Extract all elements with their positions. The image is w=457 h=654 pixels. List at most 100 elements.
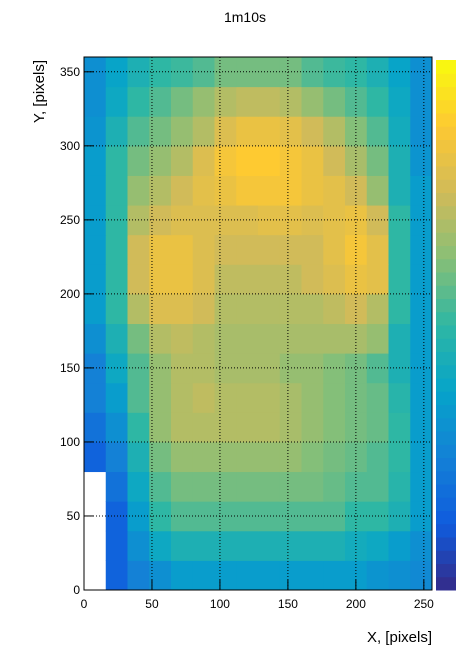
heat-cell xyxy=(410,205,433,236)
heat-cell xyxy=(388,323,411,354)
heat-cell xyxy=(323,501,346,532)
colorbar-band xyxy=(436,523,456,538)
heat-cell xyxy=(366,530,389,561)
heat-cell xyxy=(410,323,433,354)
heat-cell xyxy=(366,471,389,502)
heat-cell xyxy=(149,560,172,591)
heat-cell xyxy=(236,323,259,354)
heat-cell xyxy=(192,412,215,443)
heat-cell xyxy=(410,471,433,502)
heat-cell xyxy=(410,57,433,88)
heat-cell xyxy=(388,145,411,176)
y-tick-label: 50 xyxy=(67,509,81,523)
heat-cell xyxy=(105,501,128,532)
heat-cell xyxy=(410,116,433,147)
heat-cell xyxy=(192,530,215,561)
heat-cell xyxy=(345,412,368,443)
heat-cell xyxy=(84,412,107,443)
heat-cell xyxy=(127,145,150,176)
heat-cell xyxy=(105,145,128,176)
heat-cell xyxy=(410,293,433,324)
heat-cell xyxy=(366,205,389,236)
colorbar-band xyxy=(436,417,456,432)
heat-cell xyxy=(171,530,194,561)
colorbar-band xyxy=(436,113,456,127)
heat-cell xyxy=(236,116,259,147)
colorbar-band xyxy=(436,126,456,140)
heat-cell xyxy=(366,382,389,413)
heat-cell xyxy=(323,323,346,354)
heat-cell xyxy=(192,145,215,176)
y-axis-label: Y, [pixels] xyxy=(31,60,48,123)
heat-cell xyxy=(279,234,302,265)
heat-cell xyxy=(236,471,259,502)
heat-cell xyxy=(323,471,346,502)
colorbar-band xyxy=(436,444,456,458)
colorbar-band xyxy=(436,351,456,366)
heat-cell xyxy=(279,145,302,176)
colorbar-band xyxy=(436,497,456,511)
y-tick-label: 150 xyxy=(60,361,80,375)
colorbar-band xyxy=(436,99,456,114)
heat-cell xyxy=(323,264,346,295)
heat-cell xyxy=(410,175,433,206)
heat-cell xyxy=(171,441,194,473)
heat-cell xyxy=(149,86,172,117)
heat-cell xyxy=(301,382,324,413)
colorbar-band xyxy=(436,338,456,352)
heat-cell xyxy=(192,57,215,88)
colorbar-band xyxy=(436,510,456,525)
heat-cell xyxy=(258,353,281,384)
heat-cell xyxy=(149,353,172,384)
heat-cell xyxy=(323,560,346,591)
heat-cell xyxy=(84,175,107,206)
heat-cell xyxy=(236,205,259,236)
heat-cell xyxy=(279,471,302,502)
heat-cell xyxy=(279,441,302,473)
heat-cell xyxy=(323,205,346,236)
heat-cell xyxy=(105,530,128,561)
colorbar-band xyxy=(436,550,456,564)
colorbar-band xyxy=(436,245,456,260)
colorbar-band xyxy=(436,86,456,101)
heat-cell xyxy=(388,530,411,561)
x-tick-label: 50 xyxy=(145,597,159,611)
heat-cell xyxy=(236,530,259,561)
heat-cell xyxy=(149,264,172,295)
heat-cell xyxy=(127,234,150,265)
colorbar-band xyxy=(436,73,456,87)
heat-cell xyxy=(171,353,194,384)
heat-cell xyxy=(192,234,215,265)
heat-cell xyxy=(236,353,259,384)
heat-cell xyxy=(301,441,324,473)
heat-cell xyxy=(149,234,172,265)
heat-cell xyxy=(366,116,389,147)
heat-cell xyxy=(236,175,259,206)
heat-cell xyxy=(214,441,237,473)
colorbar-band xyxy=(436,298,456,313)
heat-cell xyxy=(214,323,237,354)
colorbar-band xyxy=(436,378,456,392)
heat-cell xyxy=(410,441,433,473)
heat-cell xyxy=(192,264,215,295)
colorbar-band xyxy=(436,232,456,246)
heat-cell xyxy=(236,234,259,265)
heat-cell xyxy=(388,471,411,502)
heat-cell xyxy=(171,560,194,591)
heat-cell xyxy=(236,501,259,532)
heat-cell xyxy=(214,86,237,117)
colorbar-band xyxy=(436,457,456,472)
heat-cell xyxy=(301,471,324,502)
heat-cell xyxy=(127,293,150,324)
heat-cell xyxy=(171,205,194,236)
heat-cell xyxy=(258,175,281,206)
heat-cell xyxy=(323,86,346,117)
heat-cell xyxy=(149,175,172,206)
heat-cell xyxy=(171,501,194,532)
heat-cell xyxy=(192,323,215,354)
heat-cell xyxy=(279,530,302,561)
heat-cell xyxy=(84,57,107,88)
heat-cell xyxy=(84,205,107,236)
heat-cell xyxy=(236,264,259,295)
heat-cell xyxy=(345,353,368,384)
